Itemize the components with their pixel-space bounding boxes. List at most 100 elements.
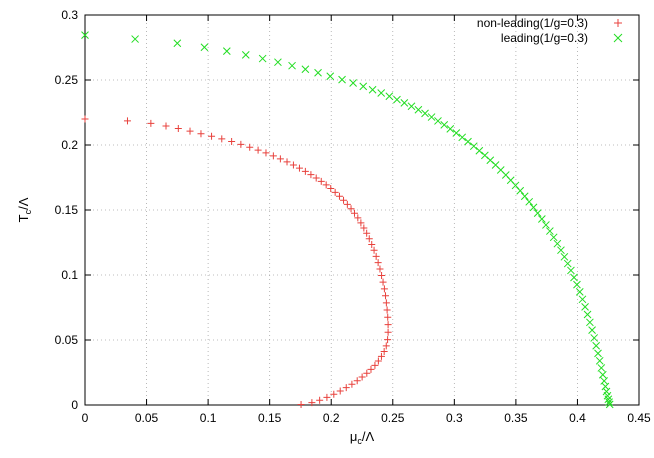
- data-point: [308, 399, 316, 407]
- data-point: [276, 155, 284, 163]
- data-point: [218, 135, 226, 143]
- data-point: [516, 186, 525, 195]
- data-point: [297, 400, 305, 408]
- data-point: [594, 349, 602, 358]
- data-point: [573, 280, 581, 289]
- series-non-leading: [81, 115, 392, 408]
- data-point: [307, 171, 315, 179]
- data-point: [384, 321, 392, 329]
- data-point: [354, 214, 362, 222]
- data-point: [208, 132, 216, 140]
- data-point: [162, 122, 170, 130]
- data-point: [529, 203, 538, 212]
- legend: non-leading(1/g=0.3) leading(1/g=0.3): [477, 16, 623, 45]
- data-point: [358, 373, 366, 381]
- data-point: [241, 51, 250, 59]
- y-tick-label: 0.05: [55, 333, 79, 347]
- data-point: [546, 227, 554, 235]
- data-point: [586, 318, 594, 327]
- data-point: [434, 117, 442, 125]
- data-point: [147, 119, 155, 127]
- data-point: [377, 352, 385, 360]
- data-point: [446, 125, 455, 133]
- y-tick-label: 0: [71, 398, 78, 412]
- data-point: [288, 61, 296, 70]
- y-tick-label: 0.2: [61, 138, 78, 152]
- data-point: [374, 357, 382, 365]
- data-point: [368, 240, 376, 248]
- data-point: [365, 235, 373, 243]
- data-point: [605, 398, 613, 406]
- data-point: [384, 336, 392, 344]
- data-point: [289, 161, 297, 169]
- data-point: [368, 85, 377, 94]
- data-point: [342, 384, 350, 392]
- y-tick-label: 0.3: [61, 8, 78, 22]
- data-point: [301, 167, 309, 175]
- data-point: [374, 259, 382, 267]
- data-point: [604, 395, 613, 404]
- data-point: [549, 233, 558, 242]
- x-tick-label: 0.05: [135, 411, 159, 425]
- data-point: [588, 326, 596, 334]
- data-point: [380, 347, 388, 355]
- data-point: [327, 185, 335, 193]
- data-point: [131, 35, 139, 43]
- data-point: [469, 142, 478, 151]
- data-point: [323, 393, 331, 401]
- data-point: [338, 75, 346, 84]
- data-point: [598, 370, 607, 379]
- data-point: [595, 356, 604, 365]
- data-point: [567, 266, 575, 275]
- y-tick-label: 0.15: [55, 203, 79, 217]
- data-point: [357, 219, 365, 227]
- x-tick-label: 0.2: [323, 411, 340, 425]
- data-point: [601, 382, 610, 391]
- data-point: [382, 292, 390, 300]
- data-point: [312, 174, 320, 182]
- x-tick-label: 0.4: [569, 411, 586, 425]
- data-point: [592, 341, 601, 350]
- data-point: [222, 47, 231, 55]
- legend-marker-leading: [613, 33, 623, 43]
- data-point: [360, 224, 368, 232]
- data-point: [262, 149, 270, 157]
- data-point: [246, 143, 254, 151]
- data-point: [254, 146, 262, 154]
- data-point: [197, 130, 205, 138]
- series-leading: [81, 31, 614, 409]
- axis-ticks: 0 0.05 0.1 0.15 0.2 0.25 0.3 0.35 0.4 0.45 0 0.05 0.…: [55, 8, 651, 425]
- y-axis-label-subscript: c: [23, 209, 33, 214]
- data-point: [525, 197, 534, 206]
- y-tick-label: 0.1: [61, 268, 78, 282]
- legend-marker-non-leading: [614, 19, 622, 27]
- data-point: [353, 377, 361, 385]
- data-point: [371, 361, 379, 369]
- x-tick-label: 0.45: [627, 411, 651, 425]
- data-point: [348, 380, 356, 388]
- data-point: [578, 295, 587, 304]
- data-point: [274, 58, 282, 67]
- data-point: [384, 328, 392, 336]
- data-point: [557, 246, 565, 255]
- data-point: [533, 209, 542, 217]
- x-tick-label: 0: [82, 411, 89, 425]
- data-point: [173, 39, 182, 48]
- data-point: [377, 89, 386, 97]
- data-point: [384, 313, 392, 321]
- data-point: [350, 209, 358, 217]
- data-point: [200, 43, 209, 52]
- x-tick-label: 0.25: [381, 411, 405, 425]
- data-point: [382, 342, 390, 350]
- data-point: [258, 54, 267, 63]
- data-point: [174, 124, 182, 132]
- x-tick-label: 0.1: [200, 411, 217, 425]
- data-point: [295, 164, 303, 172]
- data-point: [359, 82, 368, 91]
- data-point: [414, 105, 423, 114]
- data-point: [590, 334, 599, 342]
- x-tick-label: 0.3: [446, 411, 463, 425]
- data-point: [237, 140, 245, 148]
- data-point: [228, 137, 236, 145]
